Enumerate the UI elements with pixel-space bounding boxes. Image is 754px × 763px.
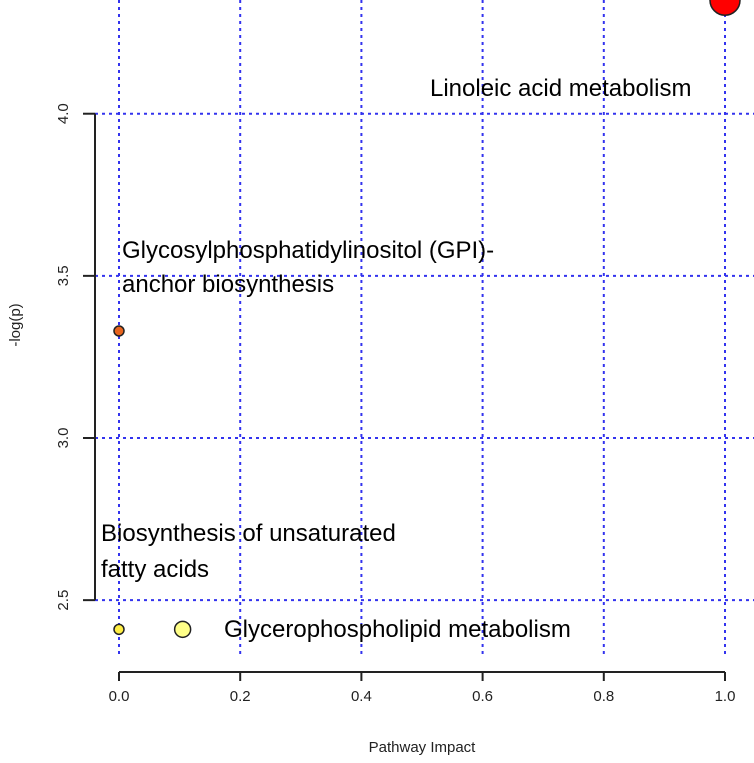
x-tick-label-0.8: 0.8 (593, 688, 614, 705)
point-label-1-line-1: Linoleic acid metabolism (430, 75, 691, 102)
y-tick-label-2.5: 2.5 (55, 590, 72, 611)
x-tick-label-0.6: 0.6 (472, 688, 493, 705)
point-label-4: Glycerophospholipid metabolism (224, 616, 571, 643)
point-layer (113, 0, 741, 639)
x-tick-label-0.0: 0.0 (109, 688, 130, 705)
point-label-2-line-1: Glycosylphosphatidylinositol (GPI)- (122, 237, 494, 264)
x-tick-label-1.0: 1.0 (715, 688, 736, 705)
data-point-2 (113, 325, 125, 337)
y-axis-title: -log(p) (7, 303, 24, 346)
y-tick-label-4.0: 4.0 (55, 103, 72, 124)
x-axis-title: Pathway Impact (369, 739, 477, 756)
point-label-2-line-2: anchor biosynthesis (122, 271, 334, 298)
point-label-3: Biosynthesis of unsaturated fatty acids (101, 520, 396, 583)
data-point-1 (709, 0, 741, 16)
label-layer: Linoleic acid metabolism Glycosylphosphat… (101, 75, 691, 643)
point-label-2: Glycosylphosphatidylinositol (GPI)- ancho… (122, 237, 494, 298)
x-tick-label-0.4: 0.4 (351, 688, 372, 705)
point-label-3-line-2: fatty acids (101, 556, 209, 583)
y-tick-label-3.0: 3.0 (55, 428, 72, 449)
data-point-4 (173, 620, 192, 639)
point-label-3-line-1: Biosynthesis of unsaturated (101, 520, 396, 547)
x-tick-label-0.2: 0.2 (230, 688, 251, 705)
y-tick-label-3.5: 3.5 (55, 265, 72, 286)
point-label-1: Linoleic acid metabolism (430, 75, 691, 102)
point-label-4-line-1: Glycerophospholipid metabolism (224, 616, 571, 643)
data-point-3 (113, 623, 125, 636)
axis-layer: 0.0 0.2 0.4 0.6 0.8 1.0 2.5 3.0 3.5 4.0 (55, 103, 735, 705)
grid-layer (95, 0, 754, 655)
